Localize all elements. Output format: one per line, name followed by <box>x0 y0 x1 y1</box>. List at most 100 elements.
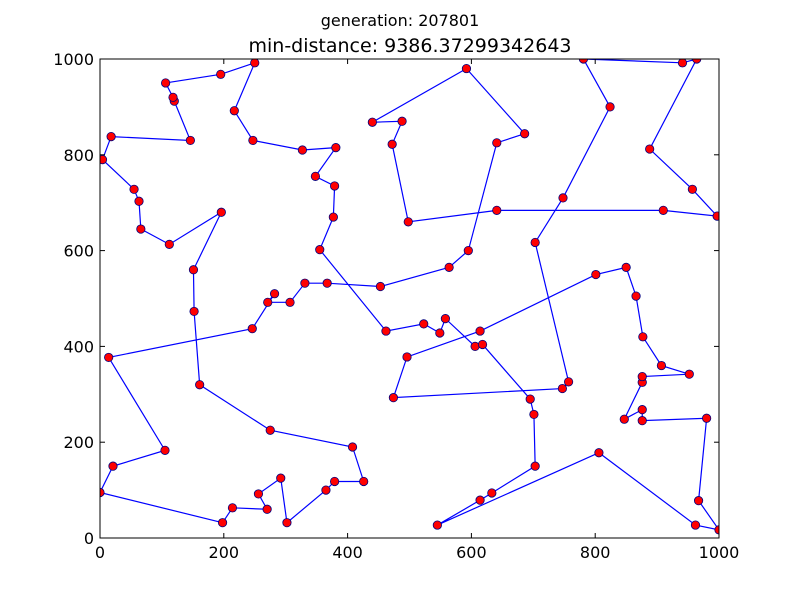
city-point <box>250 59 260 68</box>
city-point <box>282 518 292 528</box>
x-tick-label: 400 <box>332 543 363 562</box>
y-tick-label: 800 <box>63 146 94 165</box>
city-point <box>217 518 228 528</box>
city-point <box>475 495 485 505</box>
city-point <box>432 520 442 530</box>
city-point <box>702 413 712 423</box>
axes: 0 200 400 600 800 1000 0 200 400 600 800 1000 <box>53 50 739 562</box>
city-point <box>276 473 286 483</box>
city-point <box>520 129 530 139</box>
city-point <box>557 383 567 394</box>
city-point <box>195 380 205 390</box>
city-point <box>329 476 340 487</box>
city-point <box>185 135 195 146</box>
city-point <box>687 184 697 194</box>
city-point <box>129 184 139 194</box>
city-point <box>656 360 667 371</box>
city-point <box>285 297 295 307</box>
city-point <box>638 332 648 342</box>
city-point <box>487 488 497 498</box>
x-tick-label: 600 <box>456 543 487 562</box>
city-point <box>375 281 386 292</box>
city-point <box>134 196 144 206</box>
city-point <box>263 297 273 307</box>
city-point <box>381 326 391 336</box>
city-point <box>387 139 397 149</box>
city-point <box>475 326 485 336</box>
city-point <box>658 205 668 215</box>
city-point <box>253 489 264 499</box>
city-point <box>529 409 539 420</box>
city-point <box>435 328 445 338</box>
city-point <box>262 504 272 514</box>
city-point <box>269 289 280 299</box>
city-point <box>321 485 331 495</box>
city-point <box>188 265 199 275</box>
chart-subtitle: generation: 207801 <box>321 11 480 30</box>
plot-frame <box>99 58 720 539</box>
city-point <box>690 520 701 530</box>
city-point <box>591 269 601 280</box>
y-tick-label: 400 <box>63 337 94 356</box>
city-point <box>227 503 238 513</box>
city-point <box>297 145 308 155</box>
city-point <box>693 496 704 506</box>
city-point <box>329 181 340 191</box>
city-point <box>631 291 641 301</box>
city-point <box>461 63 472 74</box>
city-point <box>419 319 429 329</box>
city-point <box>248 135 258 146</box>
city-point <box>164 239 174 249</box>
city-point <box>477 339 488 350</box>
city-point <box>563 377 574 387</box>
city-point <box>331 143 341 153</box>
city-point <box>216 69 226 79</box>
city-point <box>315 245 325 255</box>
city-point <box>530 461 540 471</box>
city-point <box>106 132 116 142</box>
city-point <box>359 476 369 487</box>
city-point <box>229 106 239 116</box>
city-point <box>444 262 454 272</box>
city-point <box>402 352 412 362</box>
city-point <box>492 138 502 148</box>
city-point <box>463 246 473 256</box>
city-point <box>578 59 589 64</box>
y-tick-label: 600 <box>63 242 94 261</box>
city-point <box>692 59 702 64</box>
city-point <box>322 278 332 288</box>
city-point <box>247 324 257 334</box>
city-point <box>189 306 199 317</box>
plot-area <box>100 59 719 535</box>
city-point <box>712 211 719 221</box>
city-point <box>367 117 377 127</box>
city-point <box>160 445 170 455</box>
city-point <box>310 171 321 181</box>
city-point <box>637 371 647 382</box>
city-point <box>530 237 540 248</box>
city-point <box>637 416 647 426</box>
city-point <box>645 144 655 154</box>
city-point <box>637 405 647 415</box>
city-point <box>168 92 178 102</box>
city-point <box>397 116 407 126</box>
city-point <box>328 212 338 222</box>
city-point <box>684 369 694 379</box>
city-point <box>265 425 275 435</box>
x-tick-label: 0 <box>95 543 105 562</box>
city-point <box>108 461 118 471</box>
city-point <box>347 442 358 452</box>
x-tick-label: 1000 <box>699 543 740 562</box>
city-point <box>216 207 226 217</box>
city-point <box>525 394 535 404</box>
city-point <box>470 341 480 351</box>
city-point <box>677 59 688 68</box>
city-point <box>100 154 108 165</box>
y-tick-label: 0 <box>84 529 94 548</box>
city-point <box>558 193 568 203</box>
x-tick-label: 800 <box>580 543 611 562</box>
city-point <box>621 262 631 272</box>
city-point <box>440 314 450 324</box>
x-tick-label: 200 <box>209 543 240 562</box>
city-point <box>492 205 502 215</box>
